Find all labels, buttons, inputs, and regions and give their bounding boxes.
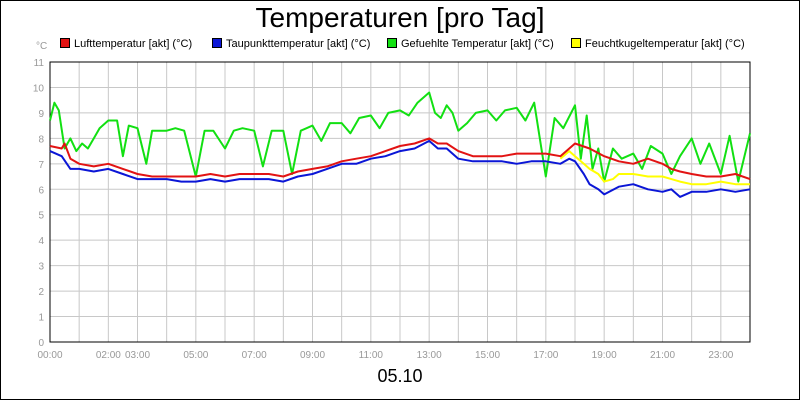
series-line-lufttemperatur: [49, 137, 751, 181]
plot-border: [49, 61, 751, 343]
legend-label: Feuchtkugeltemperatur [akt] (°C): [585, 38, 745, 50]
x-tick-label: 03:00: [125, 350, 150, 361]
legend-label: Gefuehlte Temperatur [akt] (°C): [401, 38, 554, 50]
x-tick-label: 05:00: [183, 350, 208, 361]
legend-swatch-green: [387, 38, 397, 48]
x-tick-label: 02:00: [96, 350, 121, 361]
y-tick-label: 8: [38, 134, 44, 145]
legend-item-gefuehlte-temperatur: Gefuehlte Temperatur [akt] (°C): [387, 38, 554, 50]
y-tick-label: 6: [38, 185, 44, 196]
x-axis-date-label: 05.10: [377, 366, 423, 386]
legend-swatch-red: [60, 38, 70, 48]
series-line-gefuehlte-temperatur: [49, 91, 751, 183]
legend-item-lufttemperatur: Lufttemperatur [akt] (°C): [60, 38, 192, 50]
y-tick-label: 1: [38, 313, 44, 324]
y-tick-label: 11: [34, 58, 45, 69]
legend-item-feuchtkugeltemperatur: Feuchtkugeltemperatur [akt] (°C): [571, 38, 745, 50]
y-tick-label: 4: [38, 236, 44, 247]
y-tick-label: 7: [38, 160, 44, 171]
y-tick-label: 9: [38, 109, 44, 120]
x-tick-label: 15:00: [475, 350, 500, 361]
y-axis-unit: °C: [36, 41, 48, 52]
x-tick-label: 21:00: [650, 350, 675, 361]
chart-title: Temperaturen [pro Tag]: [255, 2, 545, 33]
y-tick-label: 0: [38, 338, 44, 349]
y-tick-label: 2: [38, 287, 44, 298]
x-tick-label: 00:00: [37, 350, 62, 361]
legend-swatch-blue: [212, 38, 222, 48]
y-tick-label: 10: [33, 83, 45, 94]
legend-item-taupunkttemperatur: Taupunkttemperatur [akt] (°C): [212, 38, 370, 50]
legend-label: Taupunkttemperatur [akt] (°C): [226, 38, 371, 50]
x-tick-label: 07:00: [242, 350, 267, 361]
legend-swatch-yellow: [571, 38, 581, 48]
x-tick-label: 09:00: [300, 350, 325, 361]
x-tick-label: 13:00: [417, 350, 442, 361]
series-line-feuchtkugeltemperatur: [559, 150, 750, 186]
x-tick-label: 11:00: [359, 350, 384, 361]
x-tick-label: 23:00: [708, 350, 733, 361]
y-tick-label: 3: [38, 262, 44, 273]
x-tick-label: 19:00: [592, 350, 617, 361]
series-line-taupunkttemperatur: [49, 139, 751, 198]
x-tick-label: 17:00: [533, 350, 558, 361]
y-tick-label: 5: [38, 211, 44, 222]
legend-label: Lufttemperatur [akt] (°C): [74, 38, 193, 50]
